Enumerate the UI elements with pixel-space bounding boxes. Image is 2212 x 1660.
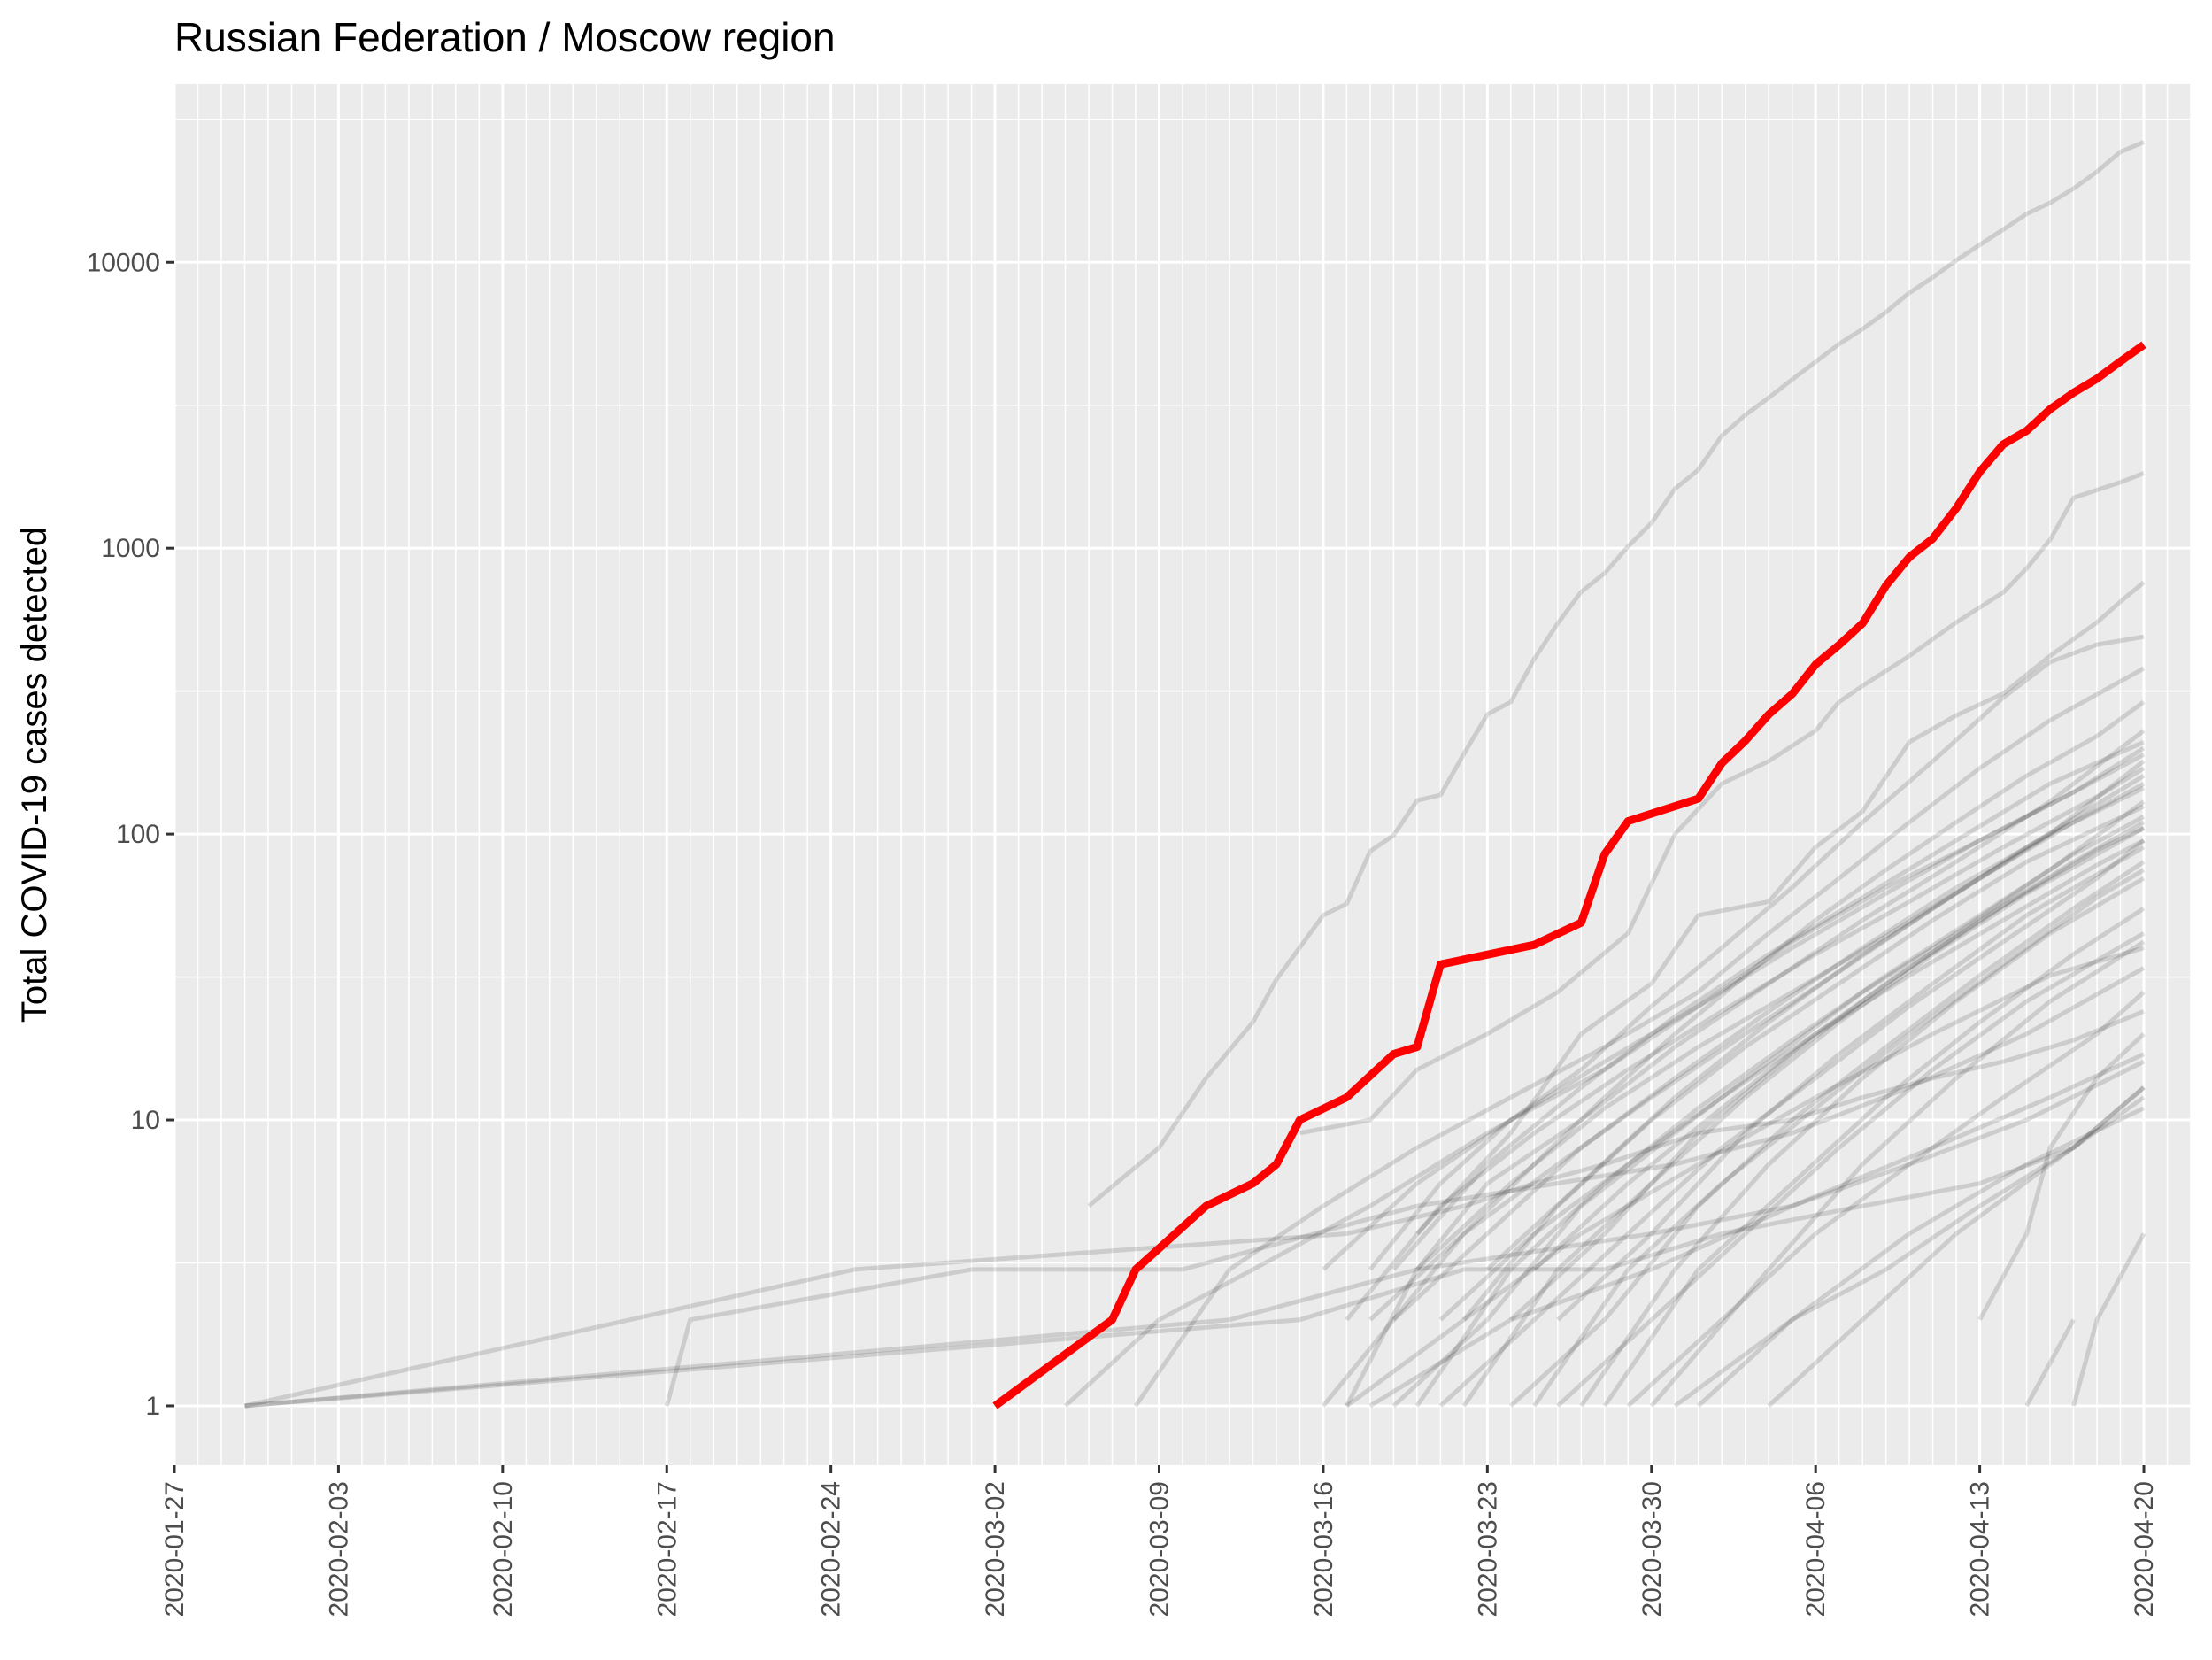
- region-series-line-8: [664, 966, 2146, 1407]
- region-series-line-7: [244, 1059, 2146, 1409]
- region-series-line-32: [1485, 759, 2146, 1271]
- region-series-line-4: [1368, 634, 2145, 1271]
- x-tick-label: 2020-04-20: [2130, 1481, 2159, 1617]
- y-axis-title: Total COVID-19 cases detected: [15, 527, 54, 1023]
- region-series-line-24: [1626, 990, 2146, 1408]
- y-tick-label: 100: [116, 820, 160, 849]
- x-tick-label: 2020-02-17: [652, 1481, 682, 1617]
- region-series-line-28: [1673, 1106, 2146, 1409]
- region-series-line-42: [1322, 745, 2146, 1271]
- region-series-line-18: [1345, 766, 2146, 1322]
- region-series-line-13: [1368, 774, 2146, 1322]
- region-series-line-19: [1391, 785, 2146, 1322]
- highlight-series-line: [992, 341, 2146, 1409]
- x-tick-label: 2020-03-23: [1473, 1481, 1502, 1617]
- x-tick-label: 2020-02-24: [817, 1481, 846, 1617]
- region-series-line-20: [1509, 860, 2146, 1408]
- grid-major: [173, 84, 2191, 1465]
- region-series-line-33: [1438, 838, 2146, 1322]
- region-series-line-26: [1345, 946, 2145, 1409]
- region-series-line-2: [1299, 471, 2145, 1136]
- region-series-line-12: [1345, 729, 2146, 1408]
- x-tick-label: 2020-03-16: [1309, 1481, 1338, 1617]
- region-series-line-3: [1415, 580, 2146, 1236]
- region-series-line-23: [1602, 906, 2146, 1408]
- region-series-line-15: [1414, 815, 2146, 1408]
- region-series-line-40: [1391, 739, 2146, 1271]
- region-series-line-36: [1697, 1085, 2146, 1408]
- y-tick-label: 1000: [101, 534, 160, 563]
- region-series-line-43: [1532, 826, 2146, 1271]
- x-tick-label: 2020-03-09: [1145, 1481, 1175, 1617]
- region-series-line-27: [1368, 1052, 2146, 1409]
- region-series-line-41: [1509, 820, 2146, 1322]
- region-series-line-31: [1461, 804, 2146, 1322]
- region-series-line-5: [243, 1008, 2145, 1409]
- chart-title: Russian Federation / Moscow region: [174, 14, 836, 60]
- region-series-line-11: [1321, 699, 2146, 1408]
- x-tick-label: 2020-01-27: [160, 1481, 189, 1617]
- region-series-line-21: [1532, 868, 2146, 1408]
- region-series-line-34: [1556, 845, 2146, 1322]
- region-series-line-10: [1063, 752, 2146, 1408]
- region-series-line-39: [2071, 1232, 2146, 1407]
- y-tick-label: 1: [145, 1392, 160, 1421]
- region-series-line-30: [1415, 782, 2146, 1271]
- region-series-line-25: [1649, 939, 2146, 1408]
- region-series-line-14: [1391, 799, 2146, 1408]
- x-tick-label: 2020-04-06: [1801, 1481, 1830, 1617]
- region-series-line-35: [1579, 876, 2146, 1408]
- highlight-layer: [992, 341, 2146, 1409]
- y-tick-label: 10000: [87, 248, 160, 277]
- x-tick-label: 2020-02-10: [489, 1481, 518, 1617]
- region-series-line-9: [1133, 666, 2146, 1408]
- y-tick-label: 10: [131, 1106, 160, 1135]
- region-series-line-17: [1461, 826, 2146, 1408]
- region-series-line-16: [1438, 838, 2146, 1408]
- region-series-line-6: [244, 1085, 2146, 1409]
- region-series-line-38: [2024, 1318, 2076, 1408]
- x-tick-label: 2020-03-30: [1638, 1481, 1667, 1617]
- region-series-line-29: [1767, 1095, 2146, 1408]
- x-axis: 2020-01-27 2020-02-03 2020-02-10 2020-02-17…: [160, 1465, 2159, 1617]
- region-series-line-1: [1087, 140, 2145, 1208]
- y-axis: 1 10 100 1000 10000: [87, 248, 174, 1421]
- series-layer: [243, 140, 2146, 1409]
- x-tick-label: 2020-04-13: [1966, 1481, 1995, 1617]
- region-series-line-22: [1556, 930, 2146, 1408]
- x-tick-label: 2020-02-03: [324, 1481, 353, 1617]
- region-series-line-37: [1977, 1031, 2146, 1321]
- x-tick-label: 2020-03-02: [981, 1481, 1010, 1617]
